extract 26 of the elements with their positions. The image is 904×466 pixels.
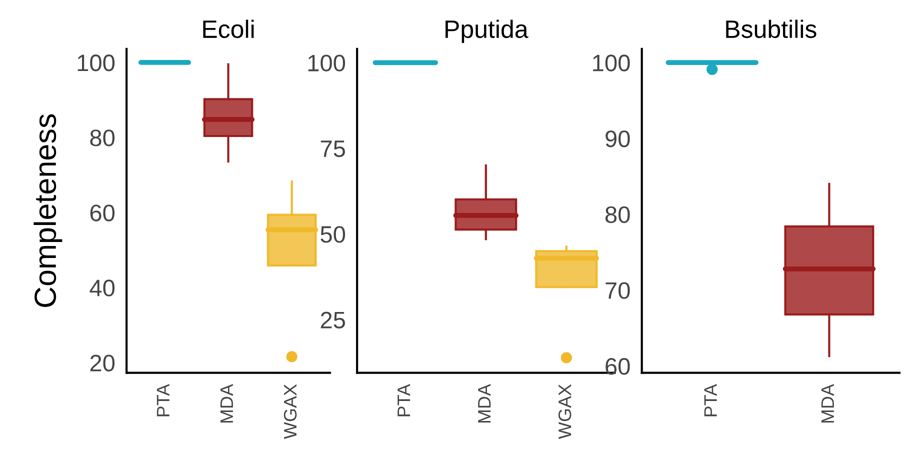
y-tick-label: 80 xyxy=(90,130,115,146)
y-tick-label: 70 xyxy=(606,282,630,299)
y-tick-label: 60 xyxy=(90,204,115,222)
x-tick-label: PTA xyxy=(156,384,170,416)
y-tick-label: 75 xyxy=(320,140,345,158)
x-tick-label: MDA xyxy=(478,384,491,423)
x-tick-label: WGAX xyxy=(284,384,297,440)
y-tick-label: 50 xyxy=(320,226,346,243)
chart-title: Bsubtilis xyxy=(726,20,816,38)
y-tick-label: 40 xyxy=(90,280,115,296)
x-tick-label: WGAX xyxy=(558,384,572,440)
x-tick-label: MDA xyxy=(220,384,233,423)
y-axis-title: Completeness xyxy=(34,114,62,307)
x-tick-label: PTA xyxy=(704,384,717,416)
y-tick-label: 100 xyxy=(593,54,630,72)
y-tick-label: 25 xyxy=(320,312,345,328)
chart-title: Pputida xyxy=(446,20,528,44)
y-tick-label: 60 xyxy=(606,358,630,375)
chart-title: Ecoli xyxy=(203,20,254,38)
y-tick-label: 100 xyxy=(78,54,115,72)
y-tick-label: 90 xyxy=(606,130,630,148)
x-tick-label: MDA xyxy=(821,384,834,423)
y-tick-label: 80 xyxy=(605,206,630,224)
y-tick-label: 100 xyxy=(308,54,346,72)
y-tick-label: 20 xyxy=(90,354,115,372)
x-tick-label: PTA xyxy=(398,384,410,416)
